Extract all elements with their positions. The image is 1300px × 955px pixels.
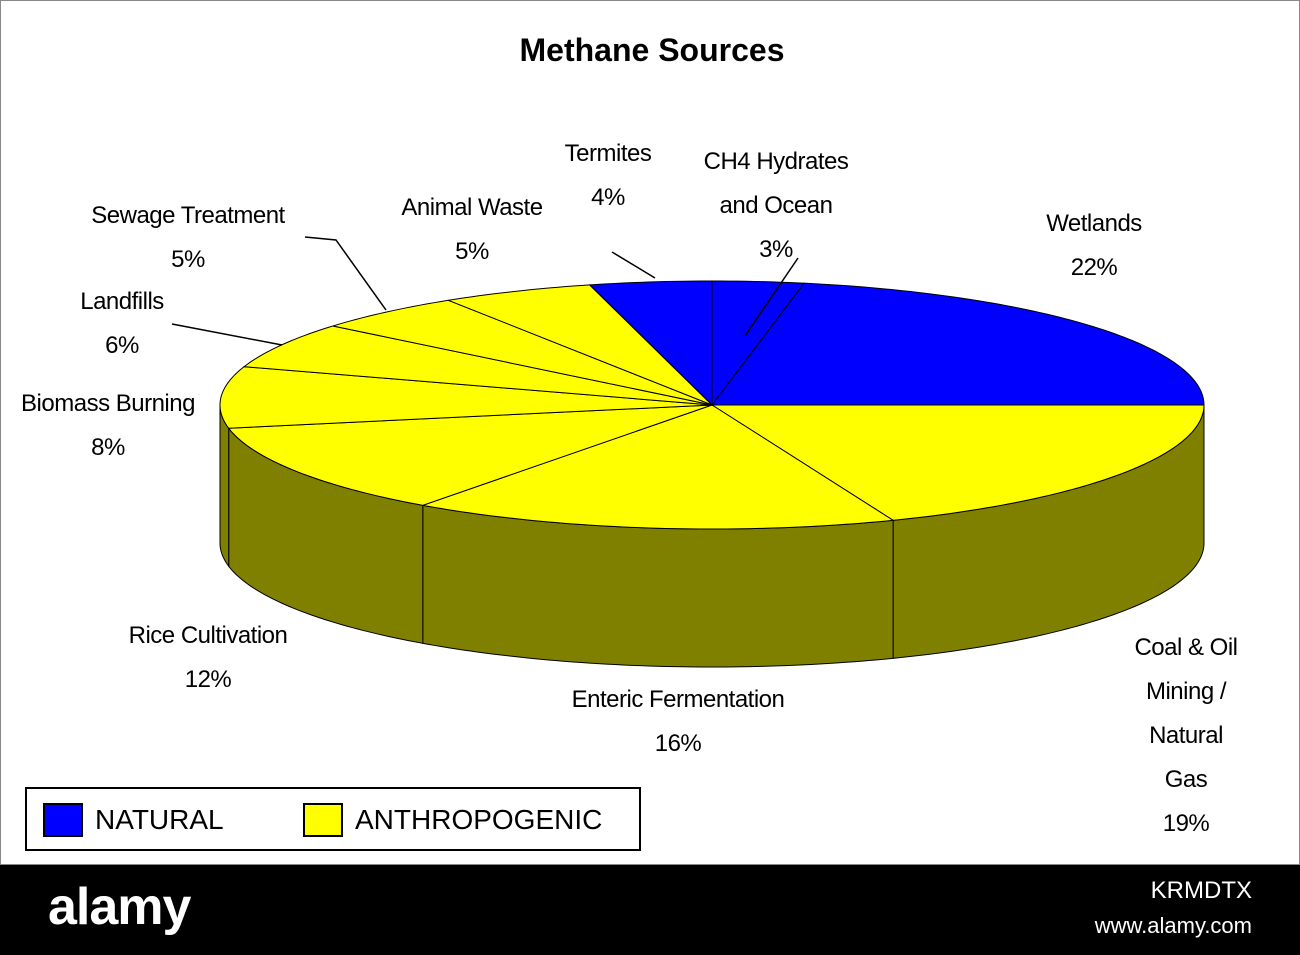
slice-name: Animal Waste xyxy=(401,194,543,221)
slice xyxy=(710,404,1205,521)
legend: NATURAL ANTHROPOGENIC xyxy=(25,787,641,851)
slice-value: 5% xyxy=(171,246,205,273)
slice-label: Wetlands 22% xyxy=(1046,202,1142,290)
url: www.alamy.com xyxy=(1094,913,1252,938)
slice-value: 3% xyxy=(759,236,793,263)
slice xyxy=(446,284,713,406)
slice-label: Landfills 6% xyxy=(80,280,164,368)
slice-value: 4% xyxy=(591,184,625,211)
slice-name: Enteric Fermentation xyxy=(571,686,785,713)
slice-value: 5% xyxy=(455,238,489,265)
slice-name: Sewage Treatment xyxy=(91,202,285,229)
slice-value: 22% xyxy=(1070,254,1118,281)
chart xyxy=(0,0,1300,865)
legend-swatch xyxy=(303,803,343,837)
slice-value: 12% xyxy=(184,666,232,693)
slice-name: Termites xyxy=(564,140,652,167)
slice-label: Enteric Fermentation 16% xyxy=(572,678,785,766)
leader-line xyxy=(611,251,656,279)
slice-value: 8% xyxy=(91,434,125,461)
legend-item: ANTHROPOGENIC xyxy=(303,803,602,837)
slice-name: Rice Cultivation xyxy=(128,622,288,649)
chart-title: Methane Sources xyxy=(519,32,785,68)
footer: alamy KRMDTX www.alamy.com xyxy=(0,865,1300,955)
slice-label: Termites 4% xyxy=(565,132,652,220)
slice-value: 19% xyxy=(1162,810,1210,837)
slice xyxy=(588,280,713,407)
slice xyxy=(420,404,895,530)
slice xyxy=(710,282,1205,406)
image-id: KRMDTX xyxy=(1150,877,1252,904)
legend-swatch xyxy=(43,803,83,837)
leader-lines xyxy=(171,236,799,346)
slice-side xyxy=(219,404,230,568)
slice-label: Animal Waste 5% xyxy=(401,186,543,274)
slice-side xyxy=(422,504,894,668)
legend-item: NATURAL xyxy=(43,803,224,837)
slice-name: Wetlands xyxy=(1046,210,1142,237)
slice-label: Biomass Burning 8% xyxy=(21,382,195,470)
slice-label: Coal & Oil Mining / Natural Gas 19% xyxy=(1129,626,1243,846)
slice-value: 16% xyxy=(654,730,702,757)
slice-name: Coal & Oil Mining / Natural Gas xyxy=(1134,634,1238,793)
legend-label: NATURAL xyxy=(95,804,224,835)
slice-value: 6% xyxy=(105,332,139,359)
legend-label: ANTHROPOGENIC xyxy=(355,804,603,835)
slice xyxy=(227,404,713,506)
slice xyxy=(332,299,713,406)
leader-line xyxy=(744,257,799,337)
slice-name: CH4 Hydrates and Ocean xyxy=(703,148,849,219)
slice-name: Landfills xyxy=(80,288,164,315)
slice-label: Rice Cultivation 12% xyxy=(129,614,288,702)
slice-label: Sewage Treatment 5% xyxy=(91,194,285,282)
leader-line xyxy=(171,323,283,346)
slice-name: Biomass Burning xyxy=(21,390,195,417)
slice-label: CH4 Hydrates and Ocean 3% xyxy=(704,140,849,272)
leader-line xyxy=(304,236,387,311)
brand: alamy xyxy=(48,878,191,936)
slice xyxy=(219,366,713,429)
